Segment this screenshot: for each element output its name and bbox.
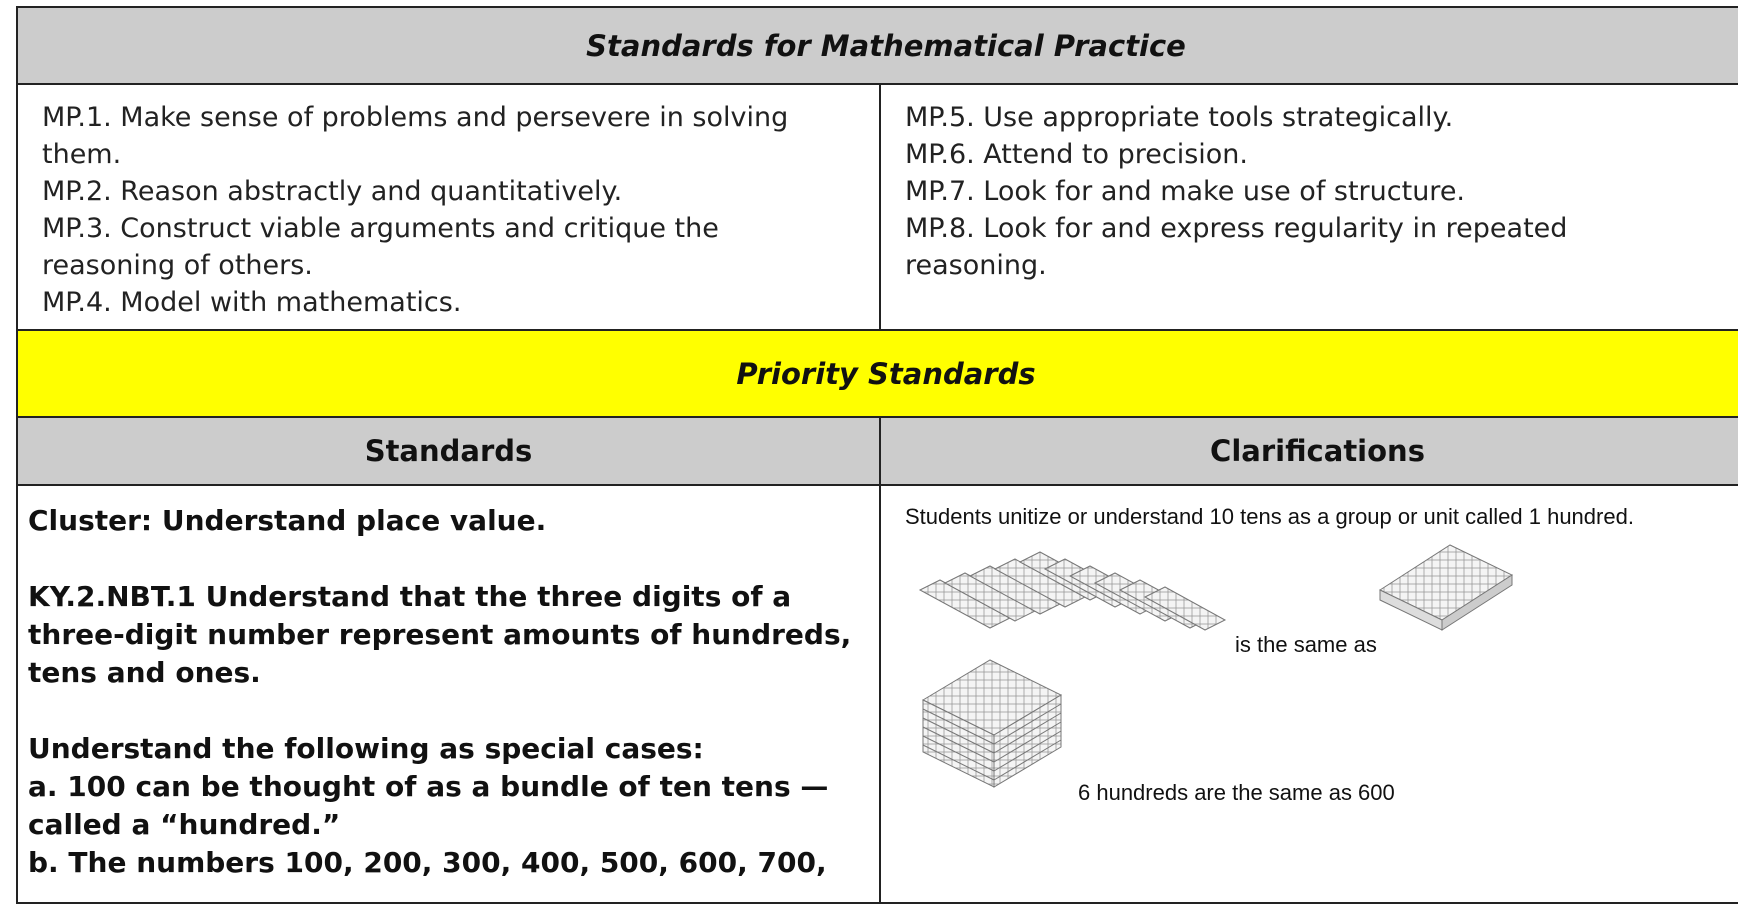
practice: MP.5. Use appropriate tools strategicall…	[905, 102, 1454, 133]
practices-left: MP.1. Make sense of problems and perseve…	[16, 83, 881, 331]
practice: MP.7. Look for and make use of structure…	[905, 176, 1466, 207]
standard-line: b. The numbers 100, 200, 300, 400, 500, …	[28, 846, 827, 879]
hundred-flat	[1378, 544, 1514, 631]
caption: 6 hundreds are the same as 600	[1078, 780, 1395, 805]
standard-line: a. 100 can be thought of as a bundle of …	[28, 770, 829, 841]
practice: MP.8. Look for and express regularity in…	[905, 213, 1568, 281]
cluster: Cluster: Understand place value.	[28, 504, 547, 537]
practice: MP.6. Attend to precision.	[905, 139, 1248, 170]
caption: is the same as	[1235, 632, 1377, 657]
ten-rods	[918, 551, 1227, 631]
practice: MP.4. Model with mathematics.	[42, 287, 462, 318]
practice: MP.2. Reason abstractly and quantitative…	[42, 176, 623, 207]
section-title: Standards for Mathematical Practice	[16, 6, 1738, 85]
practice: MP.1. Make sense of problems and perseve…	[42, 102, 789, 170]
column-header: Standards	[16, 416, 881, 486]
standard-line: Understand the following as special case…	[28, 732, 704, 765]
practices-right: MP.5. Use appropriate tools strategicall…	[879, 83, 1738, 331]
practice: MP.3. Construct viable arguments and cri…	[42, 213, 719, 281]
standard: KY.2.NBT.1 Understand that the three dig…	[28, 580, 852, 689]
hundred-stack	[921, 659, 1063, 788]
caption: Students unitize or understand 10 tens a…	[905, 504, 1634, 529]
standards-cell: Cluster: Understand place value. KY.2.NB…	[16, 484, 881, 904]
